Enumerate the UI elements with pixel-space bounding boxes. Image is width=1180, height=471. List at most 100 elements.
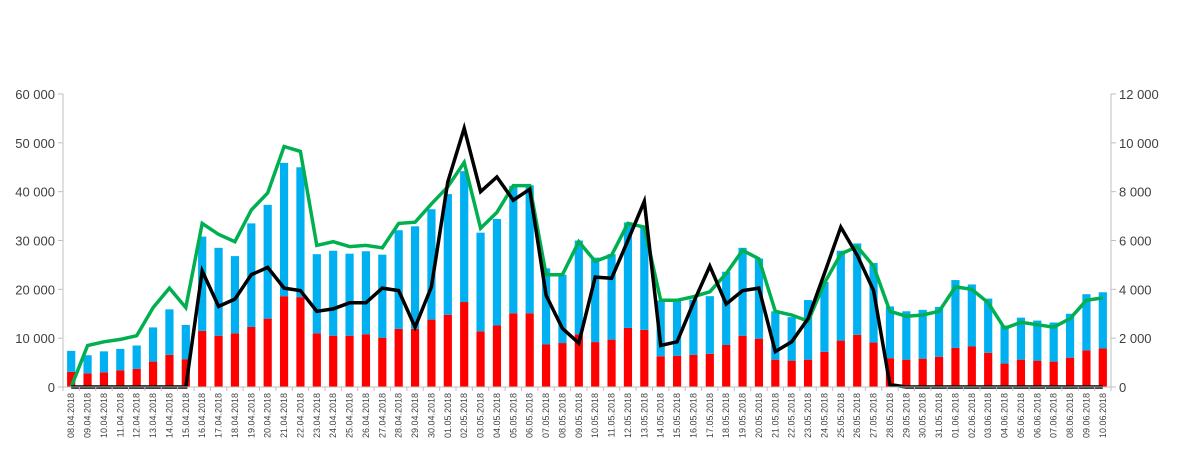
bar-segment: [885, 306, 895, 359]
bar-segment: [984, 352, 993, 387]
x-axis-date-label: 03.06.2018: [983, 393, 993, 438]
x-axis-date-label: 13.05.2018: [639, 393, 649, 438]
bar-segment: [443, 194, 452, 315]
x-axis-date-label: 12.04.2018: [132, 393, 142, 438]
x-axis-date-label: 27.05.2018: [869, 393, 879, 438]
bar-segment: [410, 328, 420, 387]
bar-segment: [902, 311, 911, 360]
bar-segment: [378, 337, 387, 387]
x-axis-date-label: 22.04.2018: [295, 393, 305, 438]
bar-segment: [558, 274, 567, 344]
right-axis-tick-label: 10 000: [1119, 136, 1159, 151]
bar-segment: [918, 358, 927, 387]
bar-segment: [967, 284, 976, 347]
bar-segment: [99, 372, 109, 387]
x-axis-date-label: 11.04.2018: [115, 393, 125, 437]
left-axis-tick-label: 10 000: [15, 331, 55, 346]
bar-segment: [1065, 313, 1075, 358]
x-axis-date-label: 29.04.2018: [410, 393, 420, 438]
left-axis-tick-label: 0: [48, 380, 55, 395]
bar-segment: [361, 334, 371, 387]
x-axis-date-label: 12.05.2018: [623, 393, 633, 438]
x-axis-date-label: 15.05.2018: [672, 393, 682, 438]
bar-segment: [803, 300, 813, 360]
bar-segment: [181, 324, 190, 360]
bar-segment: [230, 256, 240, 334]
bar-segment: [525, 313, 534, 387]
bar-segment: [591, 342, 600, 387]
bar-segment: [116, 348, 125, 371]
x-axis-date-label: 16.05.2018: [688, 393, 698, 438]
bar-segment: [656, 356, 665, 387]
x-axis-date-label: 02.05.2018: [459, 393, 469, 438]
bar-segment: [214, 247, 223, 336]
bar-segment: [263, 204, 272, 319]
line-series-path: [71, 121, 1103, 389]
x-axis-date-label: 07.06.2018: [1049, 393, 1059, 438]
bar-segment: [722, 345, 731, 387]
bar-segment: [1049, 322, 1058, 362]
bar-segment: [918, 309, 927, 359]
bar-segment: [1098, 292, 1107, 349]
x-axis-date-label: 16.04.2018: [197, 393, 207, 438]
x-axis-date-label: 19.04.2018: [246, 393, 256, 438]
x-axis-date-label: 08.06.2018: [1065, 393, 1075, 438]
bar-segment: [394, 230, 403, 329]
bar-segment: [476, 331, 485, 387]
right-axis-tick-label: 0: [1119, 380, 1126, 395]
bar-segment: [509, 313, 518, 387]
bar-segment: [329, 250, 338, 336]
right-axis-tick-label: 8 000: [1119, 185, 1152, 200]
x-axis-date-label: 06.06.2018: [1032, 393, 1042, 438]
bar-segment: [443, 314, 452, 387]
bar-segment: [951, 280, 960, 348]
bar-segment: [640, 227, 649, 330]
line-series-path: [69, 144, 1104, 388]
x-axis-date-label: 13.04.2018: [148, 393, 158, 438]
bar-segment: [623, 327, 633, 387]
bar-segment: [1000, 325, 1009, 364]
bar-segment: [165, 354, 174, 387]
x-axis-date-label: 01.06.2018: [950, 393, 960, 438]
bar-segment: [640, 329, 649, 387]
bar-segment: [967, 346, 976, 387]
bar-segment: [934, 356, 944, 387]
bar-segment: [836, 340, 845, 387]
x-axis-date-label: 10.04.2018: [99, 393, 109, 438]
bar-segment: [623, 222, 633, 328]
x-axis-date-label: 25.05.2018: [836, 393, 846, 438]
bar-segment: [476, 232, 485, 332]
bar-segment: [853, 334, 862, 387]
x-axis-date-label: 25.04.2018: [345, 393, 355, 438]
bar-segment: [656, 300, 665, 357]
bar-segment: [132, 368, 141, 387]
bar-segment: [410, 226, 420, 329]
bar-segment: [67, 371, 76, 387]
x-axis-date-label: 01.05.2018: [443, 393, 453, 438]
bar-segment: [460, 171, 469, 303]
x-axis-date-label: 02.06.2018: [967, 393, 977, 438]
bar-segment: [558, 343, 567, 387]
bar-segment: [771, 311, 780, 360]
bar-segment: [198, 330, 207, 387]
x-axis-date-label: 24.04.2018: [328, 393, 338, 438]
bar-segment: [148, 361, 158, 387]
bar-segment: [148, 327, 158, 362]
bar-segment: [836, 250, 845, 341]
bar-segment: [345, 335, 354, 387]
left-axis-tick-label: 20 000: [15, 282, 55, 297]
x-axis-date-label: 28.04.2018: [394, 393, 404, 438]
x-axis-date-label: 18.04.2018: [230, 393, 240, 438]
bar-segment: [83, 373, 92, 387]
x-axis-date-label: 18.05.2018: [721, 393, 731, 438]
bar-segment: [1098, 348, 1107, 387]
x-axis-date-label: 10.06.2018: [1098, 393, 1108, 438]
bar-segment: [787, 360, 796, 387]
bar-segment: [361, 251, 371, 335]
bar-segment: [427, 209, 436, 320]
bar-segment: [1016, 317, 1026, 360]
bar-segment: [820, 351, 829, 387]
x-axis-date-label: 23.04.2018: [312, 393, 322, 438]
bar-segment: [541, 344, 551, 387]
bar-segment: [591, 257, 600, 343]
